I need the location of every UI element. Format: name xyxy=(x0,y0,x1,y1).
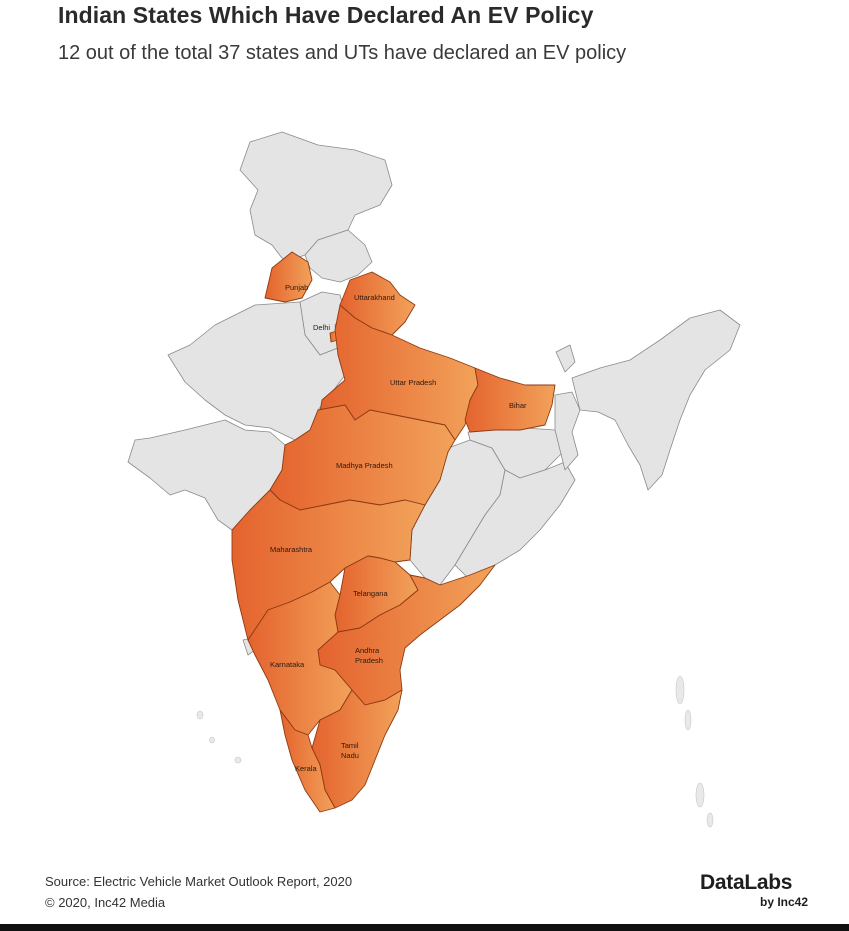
logo-sub-text: by Inc42 xyxy=(760,895,809,909)
label-punjab: Punjab xyxy=(285,283,308,292)
islands xyxy=(196,675,714,828)
label-bihar: Bihar xyxy=(509,401,527,410)
state-labels: Punjab Uttarakhand Delhi Uttar Pradesh B… xyxy=(270,283,527,773)
source-text: Source: Electric Vehicle Market Outlook … xyxy=(45,874,353,889)
copyright-text: © 2020, Inc42 Media xyxy=(45,895,166,910)
page-subtitle: 12 out of the total 37 states and UTs ha… xyxy=(58,42,627,64)
ev-policy-states xyxy=(231,251,556,813)
island-andaman-1 xyxy=(675,675,685,705)
label-tamil-nadu-1: Tamil xyxy=(341,741,359,750)
label-maharashtra: Maharashtra xyxy=(270,545,313,554)
logo-main-text: DataLabs xyxy=(700,871,793,894)
state-bihar xyxy=(464,367,556,433)
label-delhi: Delhi xyxy=(313,323,330,332)
state-west-bengal xyxy=(554,391,581,471)
island-andaman-3 xyxy=(695,782,705,808)
label-uttar-pradesh: Uttar Pradesh xyxy=(390,378,436,387)
label-andhra-pradesh-1: Andhra xyxy=(355,646,380,655)
bottom-bar xyxy=(0,924,849,931)
state-punjab xyxy=(264,251,313,303)
island-lakshadweep-2 xyxy=(209,736,215,744)
island-andaman-2 xyxy=(684,709,692,731)
state-himachal xyxy=(304,229,373,283)
state-karnataka xyxy=(247,581,353,736)
label-tamil-nadu-2: Nadu xyxy=(341,751,359,760)
datalabs-logo: DataLabs by Inc42 xyxy=(700,871,820,909)
label-andhra-pradesh-2: Pradesh xyxy=(355,656,383,665)
island-andaman-4 xyxy=(706,812,714,828)
page-title: Indian States Which Have Declared An EV … xyxy=(58,2,594,28)
label-telangana: Telangana xyxy=(353,589,388,598)
state-kerala xyxy=(279,709,336,813)
label-madhya-pradesh: Madhya Pradesh xyxy=(336,461,393,470)
label-uttarakhand: Uttarakhand xyxy=(354,293,395,302)
label-karnataka: Karnataka xyxy=(270,660,305,669)
island-lakshadweep-1 xyxy=(196,710,204,720)
state-sikkim xyxy=(555,344,576,373)
island-lakshadweep-3 xyxy=(234,756,242,764)
source-note: Source: Electric Vehicle Market Outlook … xyxy=(45,871,352,913)
state-odisha xyxy=(454,461,576,581)
label-kerala: Kerala xyxy=(295,764,318,773)
state-northeast xyxy=(571,309,741,491)
